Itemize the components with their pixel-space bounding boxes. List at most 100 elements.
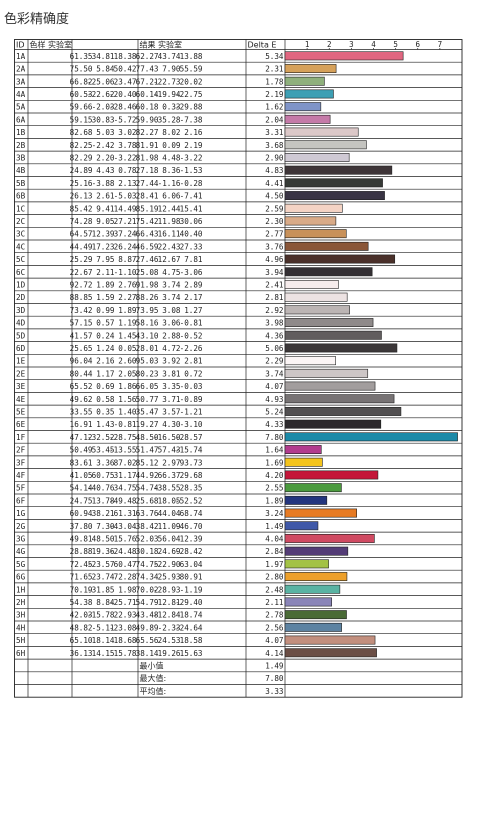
summary-label: 最小值 <box>140 661 164 671</box>
reference-lab-value: 49.81 <box>70 535 93 544</box>
reference-lab-value: 71.65 <box>70 573 93 582</box>
row-id: 5A <box>16 103 26 112</box>
delta-e-bar <box>284 572 348 582</box>
result-lab-value: 22.43 <box>158 242 181 251</box>
result-lab-value: -2.26 <box>180 344 203 353</box>
result-lab-value: -22.90 <box>153 560 181 569</box>
row-id: 3G <box>16 535 26 544</box>
delta-e-bar <box>284 445 322 454</box>
reference-lab-value: 92.72 <box>70 281 93 290</box>
result-lab-value: 30.06 <box>180 217 203 226</box>
reference-lab-value: 54.14 <box>70 484 93 493</box>
delta-e-bar <box>284 241 369 251</box>
reference-lab-value: 75.50 <box>70 65 93 74</box>
delta-e-value: 3.24 <box>265 509 284 518</box>
delta-e-value: 2.77 <box>265 230 283 239</box>
reference-lab-value: 1.98 <box>118 585 137 594</box>
result-lab-value: 49.89 <box>136 623 159 632</box>
delta-e-value: 4.33 <box>265 420 283 429</box>
result-lab-value: -0.52 <box>180 331 203 340</box>
result-lab-value: 40.40 <box>180 230 203 239</box>
reference-lab-value: -43.04 <box>109 522 137 531</box>
reference-lab-value: 30.83 <box>92 115 115 124</box>
delta-e-value: 4.96 <box>265 255 284 264</box>
delta-e-bar <box>284 406 402 416</box>
delta-e-value: 3.76 <box>265 242 284 251</box>
delta-e-value: 7.80 <box>265 433 284 442</box>
reference-lab-value: 70.19 <box>70 585 93 594</box>
delta-e-value: 2.90 <box>265 154 284 163</box>
result-lab-value: 2.97 <box>162 458 180 467</box>
reference-lab-value: 73.42 <box>70 306 93 315</box>
row-id: 5D <box>16 331 26 340</box>
result-lab-value: 15.41 <box>180 204 203 213</box>
delta-e-bar <box>284 368 369 378</box>
axis-tick-label: 1 <box>305 40 310 49</box>
result-lab-value: -0.89 <box>180 395 203 404</box>
row-id: 4E <box>16 395 26 404</box>
page-title: 色彩精确度 <box>4 12 70 27</box>
row-id: 5C <box>16 255 25 264</box>
delta-e-value: 5.34 <box>265 52 284 61</box>
delta-e-bar <box>284 597 332 607</box>
result-lab-value: 59.90 <box>136 115 159 124</box>
row-id: 1H <box>16 585 26 594</box>
result-lab-value: 1.27 <box>184 306 202 315</box>
row-id: 1F <box>16 433 26 442</box>
delta-e-bar <box>284 254 396 264</box>
reference-lab-value: -5.11 <box>92 623 115 632</box>
result-lab-value: -1.19 <box>180 585 203 594</box>
column-header: 色样 实验室 <box>30 40 73 50</box>
row-id: 3A <box>16 77 26 86</box>
delta-e-bar <box>284 153 350 162</box>
result-lab-value: 85.19 <box>136 204 159 213</box>
row-id: 4A <box>16 90 26 99</box>
delta-e-value: 2.78 <box>265 611 284 620</box>
reference-lab-value: 31.17 <box>114 471 137 480</box>
delta-e-bar <box>284 584 341 594</box>
row-id: 1C <box>16 204 25 213</box>
column-header: ID <box>16 41 25 50</box>
result-lab-value: 8.36 <box>162 166 181 175</box>
reference-lab-value: 24.75 <box>70 496 93 505</box>
reference-lab-value: -25.06 <box>87 77 115 86</box>
reference-lab-value: 0.99 <box>96 306 115 315</box>
result-lab-value: 6.06 <box>162 192 181 201</box>
reference-lab-value: 2.13 <box>118 179 136 188</box>
reference-lab-value: 48.82 <box>70 623 93 632</box>
reference-lab-value: 83.61 <box>70 458 93 467</box>
result-lab-value: 50.77 <box>136 395 159 404</box>
reference-lab-value: 49.62 <box>70 395 93 404</box>
delta-e-value: 4.93 <box>265 395 283 404</box>
result-lab-value: -1.16 <box>158 179 181 188</box>
row-id: 6H <box>16 649 26 658</box>
delta-e-bar <box>284 292 348 302</box>
reference-lab-value: -40.76 <box>87 484 115 493</box>
reference-lab-value: 12.39 <box>92 230 115 239</box>
result-lab-value: 3.81 <box>162 369 181 378</box>
result-lab-value: 3.74 <box>162 281 181 290</box>
row-id: 5H <box>16 636 26 645</box>
result-lab-value: 4.75 <box>162 268 180 277</box>
reference-lab-value: 3.02 <box>118 128 136 137</box>
reference-lab-value: 0.78 <box>118 166 137 175</box>
reference-lab-value: 5.84 <box>96 65 115 74</box>
reference-lab-value: 60.53 <box>70 90 93 99</box>
reference-lab-value: 14.15 <box>92 649 115 658</box>
reference-lab-value: 80.44 <box>70 369 93 378</box>
delta-e-bar <box>284 343 398 353</box>
reference-lab-value: 82.25 <box>70 141 93 150</box>
result-lab-value: 70.02 <box>136 585 159 594</box>
reference-lab-value: -2.03 <box>92 103 115 112</box>
reference-lab-value: 1.40 <box>118 408 137 417</box>
result-lab-value: 27.33 <box>180 242 203 251</box>
result-lab-value: 25.68 <box>136 496 159 505</box>
delta-e-value: 5.24 <box>265 408 284 417</box>
reference-lab-value: 37.80 <box>70 522 93 531</box>
result-lab-value: 0.33 <box>162 103 180 112</box>
result-lab-value: 62.27 <box>136 52 159 61</box>
reference-lab-value: 26.13 <box>70 192 93 201</box>
row-id: 2E <box>16 369 26 378</box>
row-id: 5B <box>16 179 26 188</box>
result-lab-value: 7.81 <box>184 255 203 264</box>
